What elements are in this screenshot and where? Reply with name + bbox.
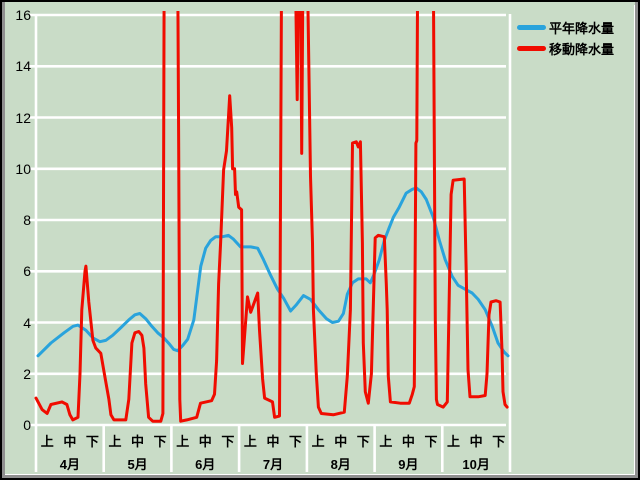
x-month-label: 6月: [195, 457, 216, 472]
legend: 平年降水量 移動降水量: [517, 17, 614, 59]
y-axis-label: 2: [23, 365, 31, 382]
x-period-label: 上: [243, 434, 257, 449]
frame-border: [0, 0, 2, 480]
x-period-label: 下: [424, 434, 438, 449]
legend-label-heinen: 平年降水量: [549, 21, 615, 36]
frame-border: [2, 475, 638, 478]
x-period-label: 中: [131, 434, 145, 449]
legend-line-blue-icon: [517, 25, 546, 30]
frame-border: [634, 5, 635, 475]
x-period-label: 上: [176, 434, 190, 449]
legend-label-idou: 移動降水量: [549, 42, 615, 57]
x-period-label: 下: [289, 434, 303, 449]
x-period-label: 中: [198, 434, 212, 449]
frame-border: [0, 478, 640, 480]
x-month-label: 10月: [462, 457, 490, 472]
x-period-label: 中: [266, 434, 280, 449]
frame-border: [5, 474, 635, 475]
horizontal-gridlines: [29, 13, 506, 427]
x-period-label: 上: [379, 434, 393, 449]
x-month-label: 4月: [59, 457, 80, 472]
x-period-label: 下: [153, 434, 167, 449]
x-month-label: 9月: [398, 457, 419, 472]
y-axis-label: 8: [23, 212, 31, 228]
y-axis-label: 0: [23, 417, 31, 433]
x-period-label: 中: [334, 434, 348, 449]
month-separator-lines: [34, 14, 512, 472]
series-line-normal: [36, 186, 510, 358]
x-period-label: 上: [311, 434, 325, 449]
y-axis-label: 10: [15, 160, 31, 177]
x-month-label: 8月: [330, 457, 351, 472]
legend-item-heinen: 平年降水量: [517, 17, 614, 38]
frame-border: [0, 0, 640, 2]
x-period-label: 上: [40, 434, 54, 449]
x-period-label: 上: [108, 434, 122, 449]
x-period-label: 中: [469, 434, 483, 449]
x-period-label: 下: [221, 434, 235, 449]
y-axis-label: 16: [15, 7, 31, 23]
frame-border: [638, 0, 640, 480]
y-axis-label: 14: [15, 58, 31, 75]
x-period-label: 下: [492, 434, 506, 449]
x-period-label: 中: [401, 434, 415, 449]
legend-line-red-icon: [517, 46, 546, 51]
x-period-label: 中: [63, 434, 77, 449]
y-axis-label: 12: [15, 109, 31, 126]
y-axis-label: 6: [23, 263, 31, 280]
legend-item-idou: 移動降水量: [517, 38, 614, 59]
x-period-label: 上: [447, 434, 461, 449]
x-period-label: 下: [85, 434, 99, 449]
x-month-label: 7月: [262, 457, 284, 472]
x-period-label: 下: [356, 434, 370, 449]
frame-border: [2, 2, 5, 478]
series-line-moving: [34, 11, 509, 423]
frame-border: [635, 2, 638, 478]
y-axis-label: 4: [23, 314, 31, 331]
x-month-label: 5月: [127, 457, 148, 472]
